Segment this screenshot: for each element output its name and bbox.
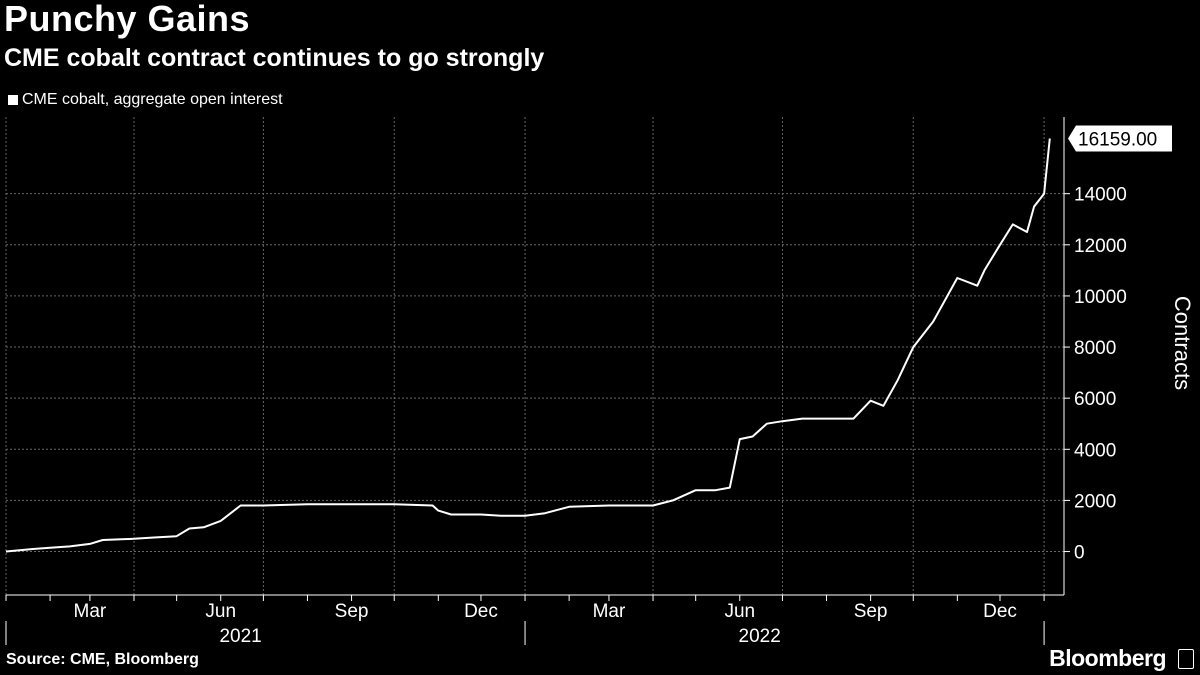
legend-swatch xyxy=(8,95,18,105)
y-tick-label: 0 xyxy=(1074,543,1085,564)
bloomberg-terminal-icon xyxy=(1178,649,1194,669)
y-axis-title: Contracts xyxy=(1170,296,1195,390)
x-month-label: Jun xyxy=(724,601,755,622)
x-month-label: Mar xyxy=(593,601,626,622)
x-month-label: Sep xyxy=(335,601,369,622)
y-tick-label: 8000 xyxy=(1074,338,1116,359)
x-month-label: Mar xyxy=(74,601,107,622)
y-tick-label: 10000 xyxy=(1074,287,1127,308)
y-tick-label: 6000 xyxy=(1074,389,1116,410)
axis-layer xyxy=(5,117,1070,645)
y-tick-label: 12000 xyxy=(1074,236,1127,257)
source-note: Source: CME, Bloomberg xyxy=(6,651,199,668)
x-year-label: 2021 xyxy=(219,626,261,647)
label-layer: 0 2000 4000 6000 8000 10000 12000 14000 Mar Jun Se… xyxy=(74,125,1172,647)
y-tick-label: 14000 xyxy=(1074,185,1127,206)
x-year-label: 2022 xyxy=(739,626,781,647)
last-value-label: 16159.00 xyxy=(1078,129,1157,150)
series-line xyxy=(5,138,1051,553)
y-tick-label: 4000 xyxy=(1074,440,1116,461)
legend-label: CME cobalt, aggregate open interest xyxy=(22,91,283,108)
last-value-box xyxy=(1068,125,1172,152)
series-layer xyxy=(5,138,1051,553)
y-tick-label: 2000 xyxy=(1074,491,1116,512)
chart-subtitle: CME cobalt contract continues to go stro… xyxy=(4,44,545,72)
grid-layer xyxy=(5,117,1064,595)
x-month-label: Dec xyxy=(983,601,1017,622)
bloomberg-logo: Bloomberg xyxy=(1049,645,1166,671)
last-value-callout: 16159.00 xyxy=(1068,125,1172,152)
chart-title: Punchy Gains xyxy=(4,0,251,39)
x-month-label: Sep xyxy=(854,601,888,622)
x-month-label: Dec xyxy=(464,601,498,622)
x-month-label: Jun xyxy=(205,601,236,622)
legend: CME cobalt, aggregate open interest xyxy=(8,91,283,109)
